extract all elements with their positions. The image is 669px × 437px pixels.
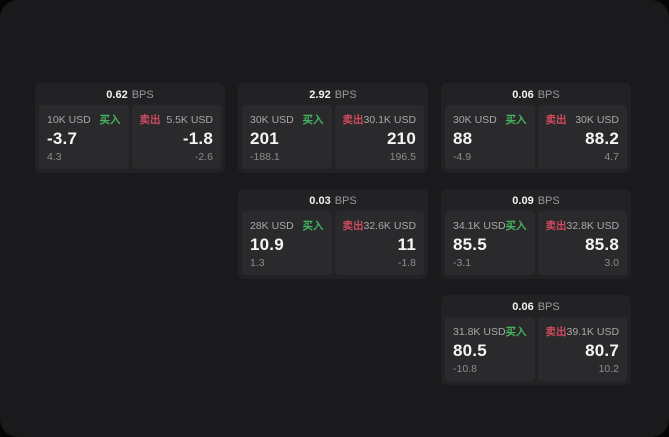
sell-panel[interactable]: 卖出 32.6K USD 11 -1.8 — [334, 211, 424, 275]
sell-tag: 卖出 — [139, 114, 161, 126]
buy-price: -3.7 — [47, 129, 78, 148]
buy-sell-panels: 34.1K USD 买入 85.5 -3.1 卖出 32.8K USD 85.8… — [445, 211, 627, 275]
sell-price: 80.7 — [585, 341, 619, 360]
bps-header: 0.06 BPS — [445, 298, 627, 317]
sell-delta: 3.0 — [604, 257, 619, 269]
buy-delta: -188.1 — [250, 151, 280, 163]
buy-amount: 10K USD — [47, 113, 91, 126]
buy-sell-panels: 30K USD 买入 201 -188.1 卖出 30.1K USD 210 1… — [242, 105, 424, 169]
sell-price: 85.8 — [585, 235, 619, 254]
quote-card: 0.62 BPS 10K USD 买入 -3.7 4.3 卖出 5.5K USD — [35, 83, 225, 173]
sell-tag: 卖出 — [545, 220, 567, 232]
buy-tag: 买入 — [302, 220, 324, 232]
bps-value: 0.06 — [512, 301, 534, 313]
quote-card: 0.06 BPS 31.8K USD 买入 80.5 -10.8 卖出 39.1… — [441, 295, 631, 385]
buy-sell-panels: 30K USD 买入 88 -4.9 卖出 30K USD 88.2 4.7 — [445, 105, 627, 169]
sell-amount: 32.8K USD — [566, 219, 620, 232]
bps-value: 0.06 — [512, 89, 534, 101]
sell-tag: 卖出 — [545, 114, 567, 126]
buy-tag: 买入 — [302, 114, 324, 126]
buy-amount: 28K USD — [250, 219, 294, 232]
sell-price: -1.8 — [182, 129, 213, 148]
buy-amount: 31.8K USD — [453, 325, 506, 338]
buy-panel[interactable]: 30K USD 买入 201 -188.1 — [242, 105, 332, 169]
quote-card: 0.09 BPS 34.1K USD 买入 85.5 -3.1 卖出 32.8K… — [441, 189, 631, 279]
buy-amount: 34.1K USD — [453, 219, 506, 232]
sell-amount: 30K USD — [575, 113, 619, 126]
sell-price: 88.2 — [585, 129, 619, 148]
bps-unit-label: BPS — [334, 195, 357, 207]
bps-value: 0.03 — [309, 195, 331, 207]
buy-delta: 1.3 — [250, 257, 265, 269]
buy-tag: 买入 — [505, 220, 527, 232]
buy-delta: -10.8 — [453, 363, 477, 375]
sell-amount: 30.1K USD — [363, 113, 417, 126]
buy-price: 201 — [250, 129, 279, 148]
bps-header: 2.92 BPS — [242, 86, 424, 105]
buy-amount: 30K USD — [453, 113, 497, 126]
bps-header: 0.09 BPS — [445, 192, 627, 211]
buy-delta: -4.9 — [453, 151, 472, 163]
buy-tag: 买入 — [505, 326, 527, 338]
sell-amount: 39.1K USD — [566, 325, 620, 338]
sell-amount: 5.5K USD — [166, 113, 213, 126]
buy-panel[interactable]: 31.8K USD 买入 80.5 -10.8 — [445, 317, 535, 381]
bps-unit-label: BPS — [334, 89, 357, 101]
buy-sell-panels: 31.8K USD 买入 80.5 -10.8 卖出 39.1K USD 80.… — [445, 317, 627, 381]
buy-price: 85.5 — [453, 235, 487, 254]
sell-price: 11 — [397, 235, 416, 254]
bps-header: 0.03 BPS — [242, 192, 424, 211]
quote-card: 0.06 BPS 30K USD 买入 88 -4.9 卖出 30K USD — [441, 83, 631, 173]
sell-amount: 32.6K USD — [363, 219, 417, 232]
buy-delta: -3.1 — [453, 257, 472, 269]
buy-panel[interactable]: 30K USD 买入 88 -4.9 — [445, 105, 535, 169]
sell-delta: 4.7 — [604, 151, 619, 163]
buy-sell-panels: 28K USD 买入 10.9 1.3 卖出 32.6K USD 11 -1.8 — [242, 211, 424, 275]
bps-unit-label: BPS — [131, 89, 154, 101]
buy-price: 10.9 — [250, 235, 284, 254]
bps-header: 0.62 BPS — [39, 86, 221, 105]
sell-delta: -2.6 — [194, 151, 213, 163]
buy-delta: 4.3 — [47, 151, 62, 163]
bps-unit-label: BPS — [537, 89, 560, 101]
quote-card: 2.92 BPS 30K USD 买入 201 -188.1 卖出 30.1K … — [238, 83, 428, 173]
sell-panel[interactable]: 卖出 32.8K USD 85.8 3.0 — [537, 211, 627, 275]
buy-sell-panels: 10K USD 买入 -3.7 4.3 卖出 5.5K USD -1.8 -2.… — [39, 105, 221, 169]
buy-price: 88 — [453, 129, 473, 148]
sell-tag: 卖出 — [342, 220, 364, 232]
sell-panel[interactable]: 卖出 5.5K USD -1.8 -2.6 — [131, 105, 221, 169]
bps-value: 0.09 — [512, 195, 534, 207]
sell-panel[interactable]: 卖出 30K USD 88.2 4.7 — [537, 105, 627, 169]
sell-delta: 196.5 — [389, 151, 416, 163]
sell-delta: 10.2 — [598, 363, 619, 375]
bps-value: 0.62 — [106, 89, 128, 101]
sell-panel[interactable]: 卖出 30.1K USD 210 196.5 — [334, 105, 424, 169]
sell-delta: -1.8 — [397, 257, 416, 269]
buy-tag: 买入 — [99, 114, 121, 126]
buy-panel[interactable]: 34.1K USD 买入 85.5 -3.1 — [445, 211, 535, 275]
sell-tag: 卖出 — [342, 114, 364, 126]
bps-unit-label: BPS — [537, 195, 560, 207]
quote-card: 0.03 BPS 28K USD 买入 10.9 1.3 卖出 32.6K US… — [238, 189, 428, 279]
sell-price: 210 — [387, 129, 416, 148]
sell-tag: 卖出 — [545, 326, 567, 338]
bps-unit-label: BPS — [537, 301, 560, 313]
buy-panel[interactable]: 10K USD 买入 -3.7 4.3 — [39, 105, 129, 169]
sell-panel[interactable]: 卖出 39.1K USD 80.7 10.2 — [537, 317, 627, 381]
bps-header: 0.06 BPS — [445, 86, 627, 105]
buy-panel[interactable]: 28K USD 买入 10.9 1.3 — [242, 211, 332, 275]
buy-price: 80.5 — [453, 341, 487, 360]
buy-amount: 30K USD — [250, 113, 294, 126]
bps-value: 2.92 — [309, 89, 331, 101]
buy-tag: 买入 — [505, 114, 527, 126]
quote-card-grid: 0.62 BPS 10K USD 买入 -3.7 4.3 卖出 5.5K USD — [35, 83, 631, 385]
